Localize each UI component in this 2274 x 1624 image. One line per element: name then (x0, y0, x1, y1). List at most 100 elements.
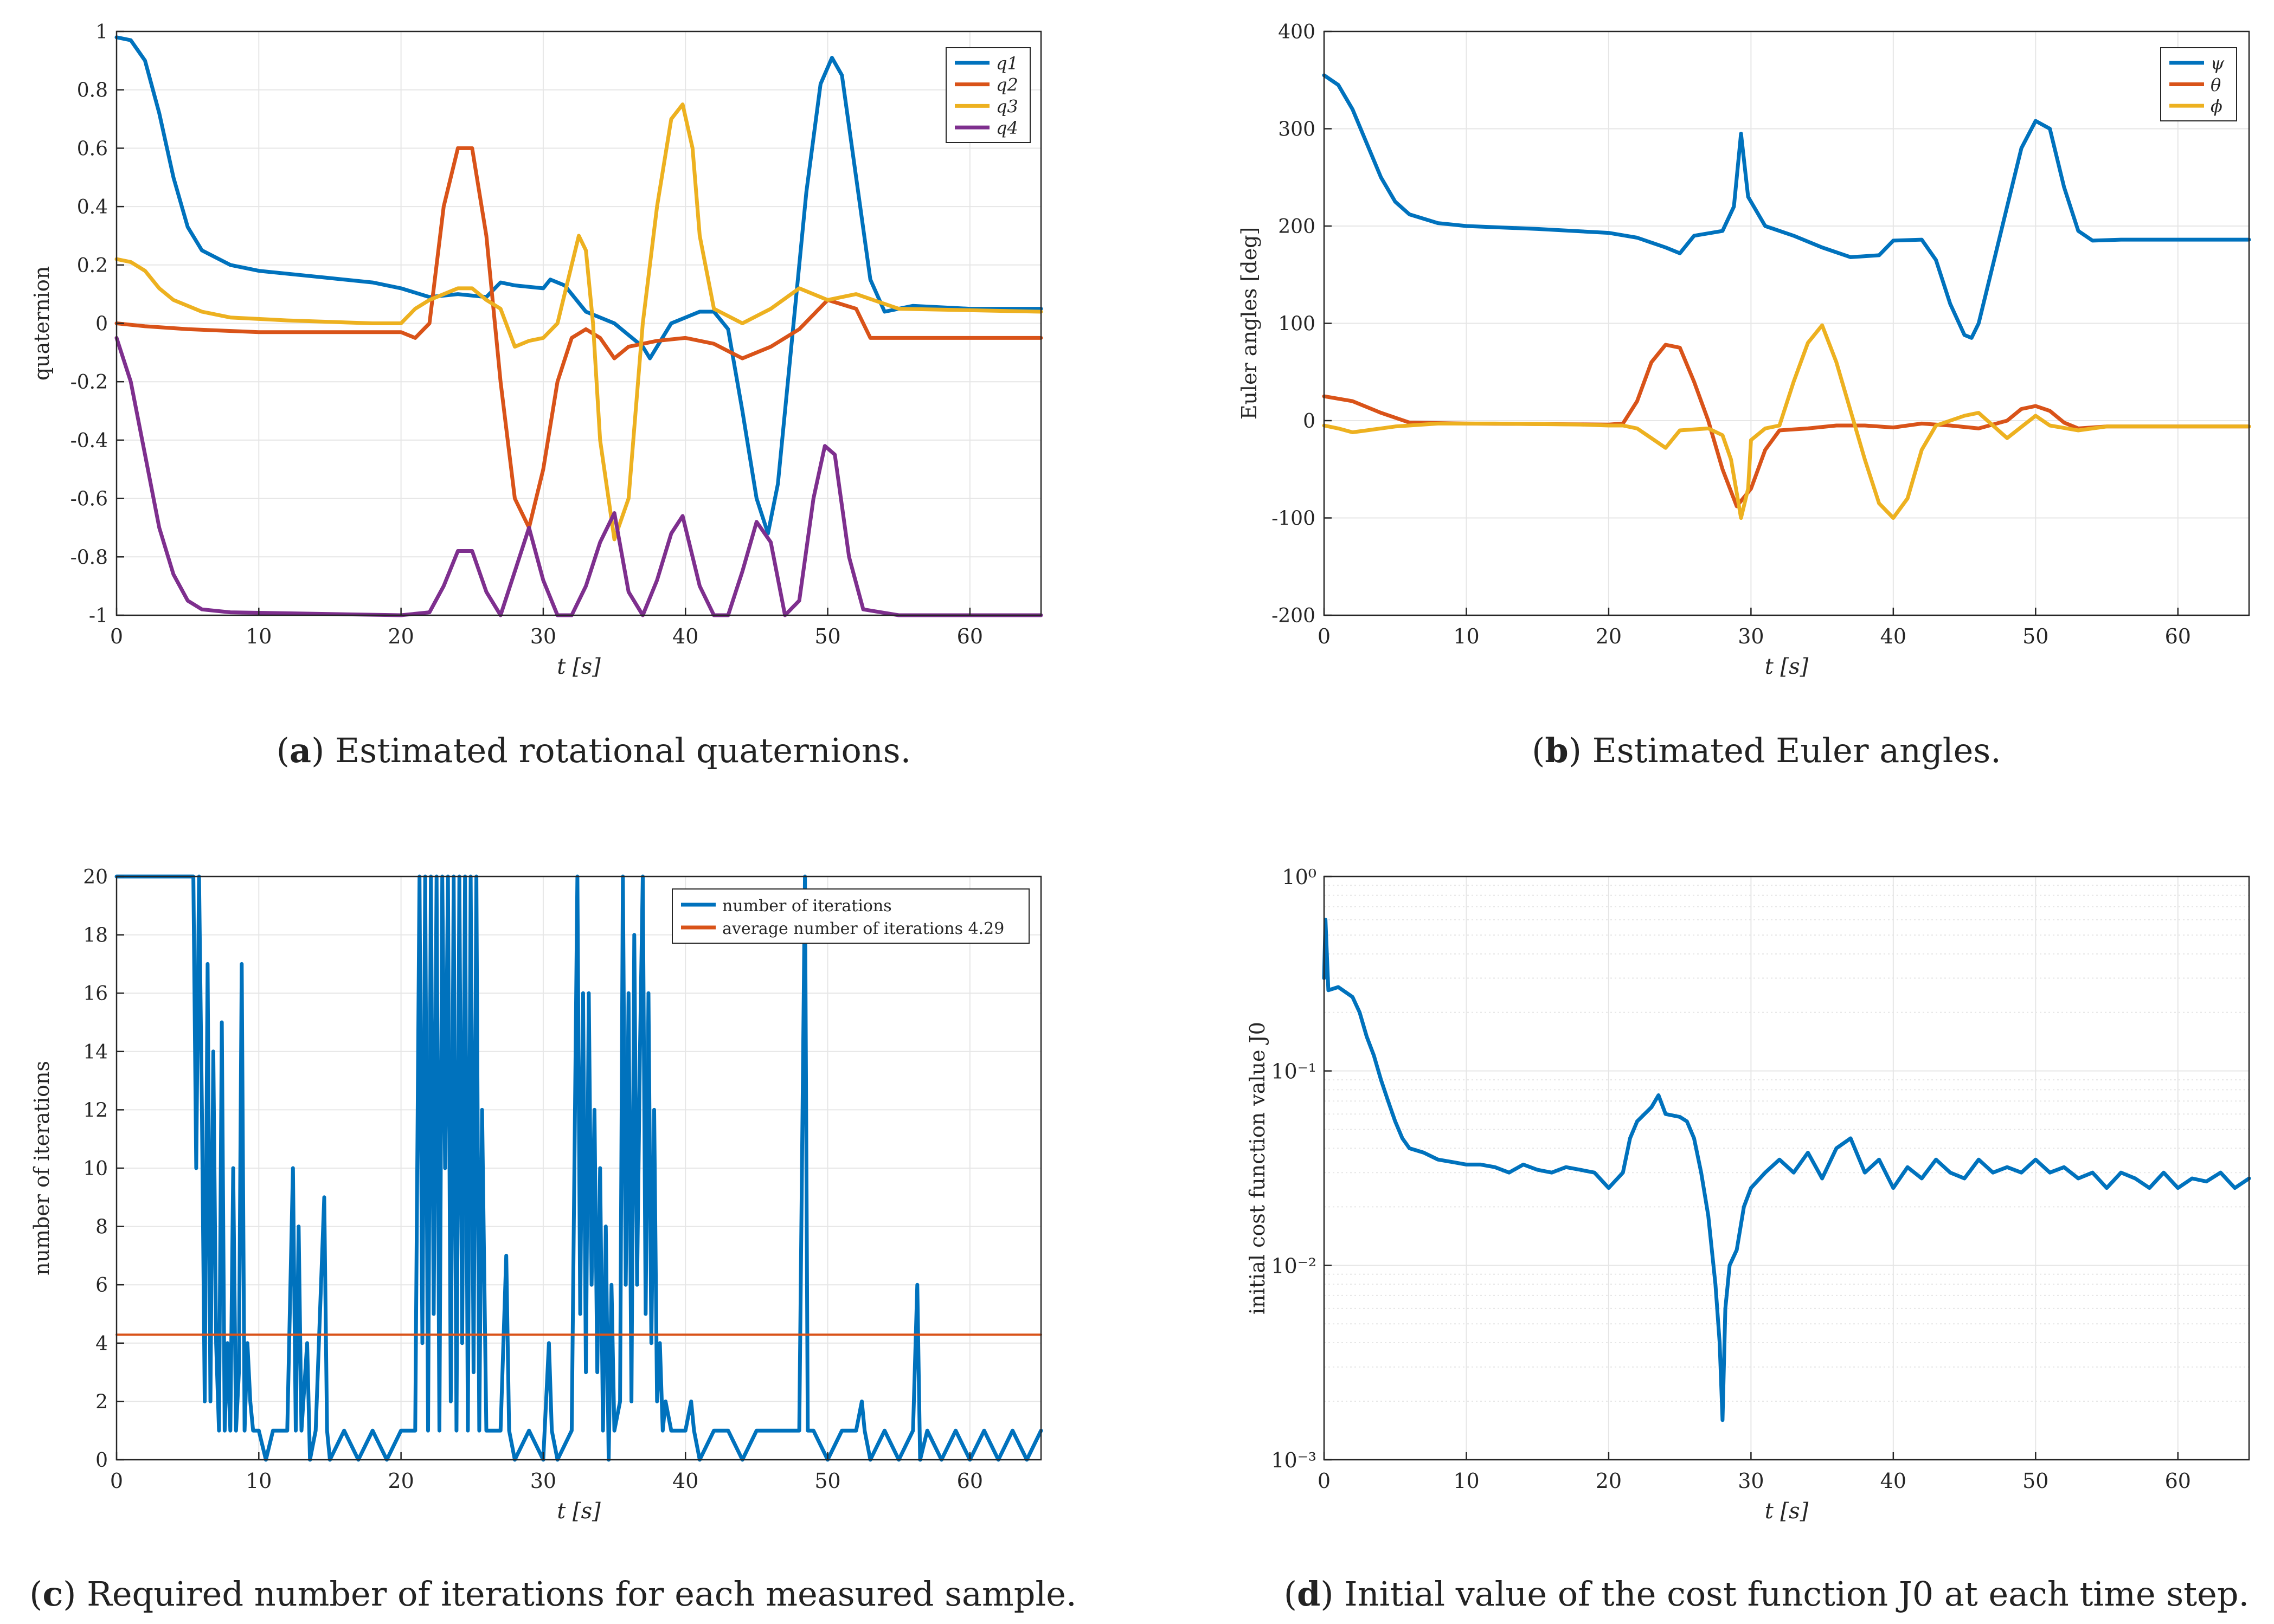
y-tick-label: 8 (95, 1216, 108, 1239)
x-ticks: 0 10 20 30 40 50 60 (110, 608, 983, 648)
y-tick-label: 0.6 (77, 138, 108, 160)
x-tick-label: 10 (1453, 1469, 1479, 1493)
y-tick-label: 0.8 (77, 80, 108, 102)
y-ticks: -200 -100 0 100 200 300 400 (1271, 21, 1332, 627)
legend-box (672, 888, 1030, 944)
chart-a: 0 10 20 30 40 50 60 -1 -0.8 -0.6 -0.4 -0.2 0 0.2 0.4 0.… (30, 21, 1043, 679)
y-tick-label: 10⁻¹ (1271, 1060, 1316, 1084)
x-tick-label: 0 (110, 624, 123, 648)
legend-label: q2 (996, 75, 1018, 95)
x-tick-label: 30 (530, 1469, 556, 1493)
series-group (1322, 918, 2251, 1422)
y-tick-label: 1 (95, 21, 108, 43)
x-axis-label: t [s] (557, 654, 601, 679)
x-tick-label: 40 (1880, 1469, 1906, 1493)
x-axis-label: t [s] (1765, 1499, 1809, 1524)
y-tick-label: 0 (95, 313, 108, 336)
series-line (1322, 918, 2251, 1422)
y-tick-label: -0.6 (70, 488, 108, 511)
series-group (114, 874, 1043, 1462)
x-ticks: 0 10 20 30 40 50 60 (1318, 608, 2191, 648)
y-tick-label: 20 (83, 866, 108, 888)
x-ticks: 0 10 20 30 40 50 60 (1318, 1452, 2191, 1493)
x-tick-label: 0 (110, 1469, 123, 1493)
legend-label: q1 (996, 53, 1018, 74)
y-tick-label: 4 (95, 1333, 108, 1355)
y-tick-label: -100 (1271, 508, 1315, 530)
y-tick-label: -0.8 (70, 546, 108, 569)
x-tick-label: 10 (246, 1469, 272, 1493)
x-tick-label: 20 (1596, 624, 1622, 648)
x-tick-label: 20 (388, 624, 414, 648)
y-tick-label: 14 (83, 1041, 108, 1064)
x-axis-label: t [s] (557, 1499, 601, 1524)
y-tick-label: 0.2 (77, 255, 108, 277)
y-tick-label: 2 (95, 1391, 108, 1413)
y-axis-label: number of iterations (30, 1061, 54, 1275)
legend-label: ψ (2211, 53, 2225, 74)
legend-label: q4 (996, 118, 1018, 138)
caption-d: (d) Initial value of the cost function J… (1284, 1574, 2249, 1614)
caption-c: (c) Required number of iterations for ea… (29, 1574, 1076, 1614)
y-tick-label: 12 (83, 1099, 108, 1122)
series-line (114, 102, 1043, 542)
legend-label: θ (2211, 75, 2221, 95)
caption-a: (a) Estimated rotational quaternions. (277, 731, 911, 770)
series-line (114, 336, 1043, 617)
series-line (114, 35, 1043, 536)
x-tick-label: 60 (2165, 624, 2191, 648)
x-tick-label: 10 (246, 624, 272, 648)
x-tick-label: 10 (1453, 624, 1479, 648)
legend-label: number of iterations (722, 897, 892, 916)
y-axis-label: quaternion (30, 266, 54, 381)
series-group (114, 35, 1043, 617)
y-tick-label: 100 (1278, 313, 1315, 336)
x-tick-label: 0 (1318, 1469, 1331, 1493)
x-axis-label: t [s] (1765, 654, 1809, 679)
x-tick-label: 30 (1738, 1469, 1764, 1493)
y-ticks: -1 -0.8 -0.6 -0.4 -0.2 0 0.2 0.4 0.6 0.8 1 (70, 21, 124, 627)
y-tick-label: 16 (83, 983, 108, 1005)
x-tick-label: 40 (672, 1469, 698, 1493)
series-line (1322, 323, 2251, 520)
y-tick-label: -0.4 (70, 430, 108, 452)
y-tick-label: -0.2 (70, 371, 108, 394)
x-tick-label: 40 (1880, 624, 1906, 648)
x-tick-label: 50 (2022, 1469, 2048, 1493)
legend-label: q3 (996, 96, 1018, 117)
y-tick-label: 400 (1278, 21, 1315, 43)
caption-b: (b) Estimated Euler angles. (1532, 731, 2001, 770)
series-line (114, 874, 1043, 1462)
x-tick-label: 30 (1738, 624, 1764, 648)
legend-label: average number of iterations 4.29 (722, 919, 1004, 938)
x-tick-label: 0 (1318, 624, 1331, 648)
legend: number of iterations average number of it… (672, 888, 1030, 944)
x-tick-label: 50 (814, 1469, 840, 1493)
x-tick-label: 20 (388, 1469, 414, 1493)
chart-d: 0 10 20 30 40 50 60 10⁻³ 10⁻² 10⁻¹ 10⁰ t [s] initial… (1245, 865, 2251, 1524)
x-tick-label: 60 (957, 624, 983, 648)
series-line (1322, 73, 2251, 340)
y-tick-label: 0.4 (77, 196, 108, 218)
y-ticks: 0 2 4 6 8 10 12 14 16 18 20 (83, 866, 124, 1472)
y-tick-label: -1 (89, 605, 108, 627)
y-tick-label: 10⁻³ (1271, 1448, 1316, 1472)
y-axis-label: Euler angles [deg] (1237, 227, 1261, 420)
x-tick-label: 50 (2022, 624, 2048, 648)
series-line (114, 146, 1043, 530)
y-tick-label: 18 (83, 925, 108, 947)
y-tick-label: 0 (95, 1449, 108, 1472)
legend: ψθϕ (2160, 47, 2237, 121)
legend-label: ϕ (2211, 96, 2222, 117)
y-ticks: 10⁻³ 10⁻² 10⁻¹ 10⁰ (1271, 865, 1332, 1472)
chart-b: 0 10 20 30 40 50 60 -200 -100 0 100 200 300 400 t [s] E… (1237, 21, 2251, 679)
x-ticks: 0 10 20 30 40 50 60 (110, 1452, 983, 1493)
x-tick-label: 20 (1596, 1469, 1622, 1493)
y-tick-label: 200 (1278, 216, 1315, 238)
y-tick-label: 6 (95, 1274, 108, 1297)
y-tick-label: 10 (83, 1158, 108, 1180)
y-tick-label: 10⁰ (1282, 865, 1316, 889)
